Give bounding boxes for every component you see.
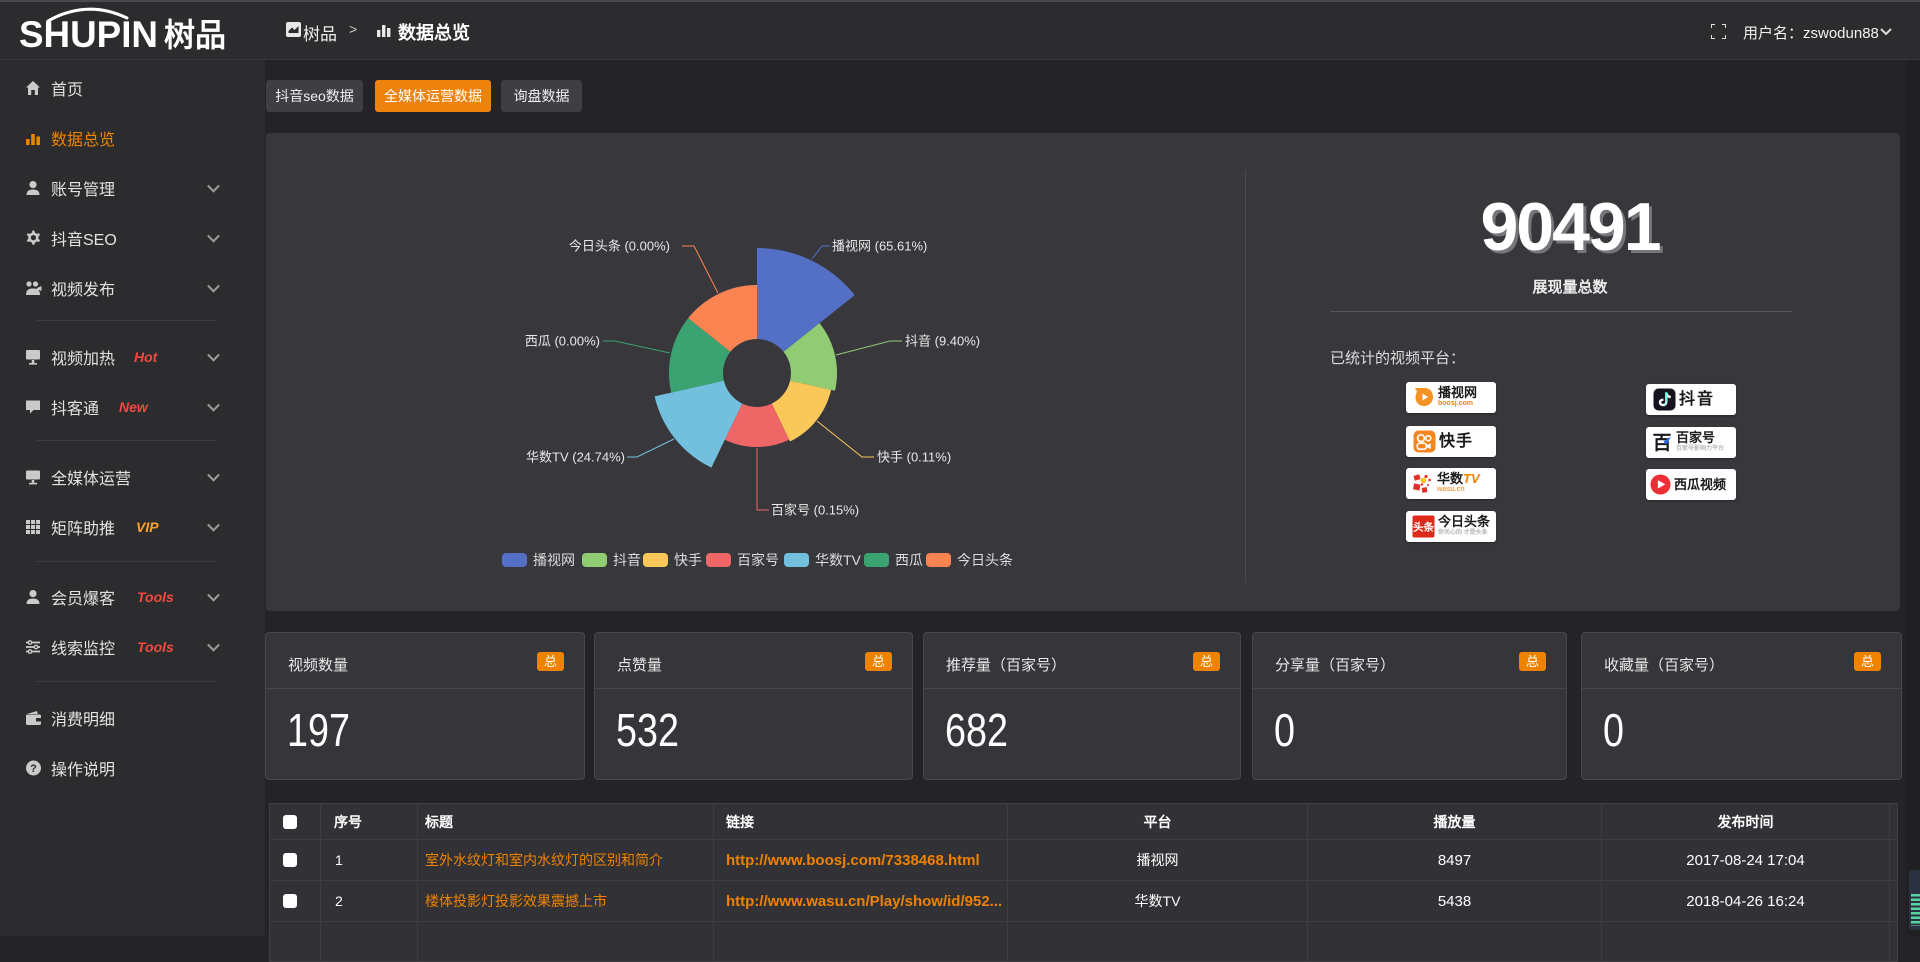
svg-text:?: ? bbox=[30, 763, 37, 775]
svg-text:播视网: 播视网 bbox=[533, 552, 575, 568]
svg-text:华数TV (24.74%): 华数TV (24.74%) bbox=[526, 450, 625, 465]
svg-text:树品: 树品 bbox=[164, 17, 226, 53]
svg-text:SHUPIN: SHUPIN bbox=[19, 14, 158, 55]
svg-text:西瓜: 西瓜 bbox=[895, 552, 923, 568]
svg-text:播视网 (65.61%): 播视网 (65.61%) bbox=[832, 239, 927, 254]
svg-text:快手 (0.11%): 快手 (0.11%) bbox=[877, 450, 951, 465]
svg-text:百: 百 bbox=[1652, 433, 1671, 454]
svg-text:西瓜 (0.00%): 西瓜 (0.00%) bbox=[525, 334, 600, 349]
svg-text:抖音: 抖音 bbox=[613, 552, 641, 568]
svg-text:今日头条: 今日头条 bbox=[957, 552, 1013, 568]
svg-text:百家号: 百家号 bbox=[737, 552, 779, 568]
svg-text:抖音 (9.40%): 抖音 (9.40%) bbox=[905, 334, 980, 349]
svg-text:快手: 快手 bbox=[674, 552, 702, 568]
svg-text:华数TV: 华数TV bbox=[815, 552, 862, 568]
svg-text:百家号 (0.15%): 百家号 (0.15%) bbox=[771, 503, 859, 518]
svg-text:头条: 头条 bbox=[1413, 521, 1435, 534]
svg-text:今日头条 (0.00%): 今日头条 (0.00%) bbox=[569, 239, 670, 254]
